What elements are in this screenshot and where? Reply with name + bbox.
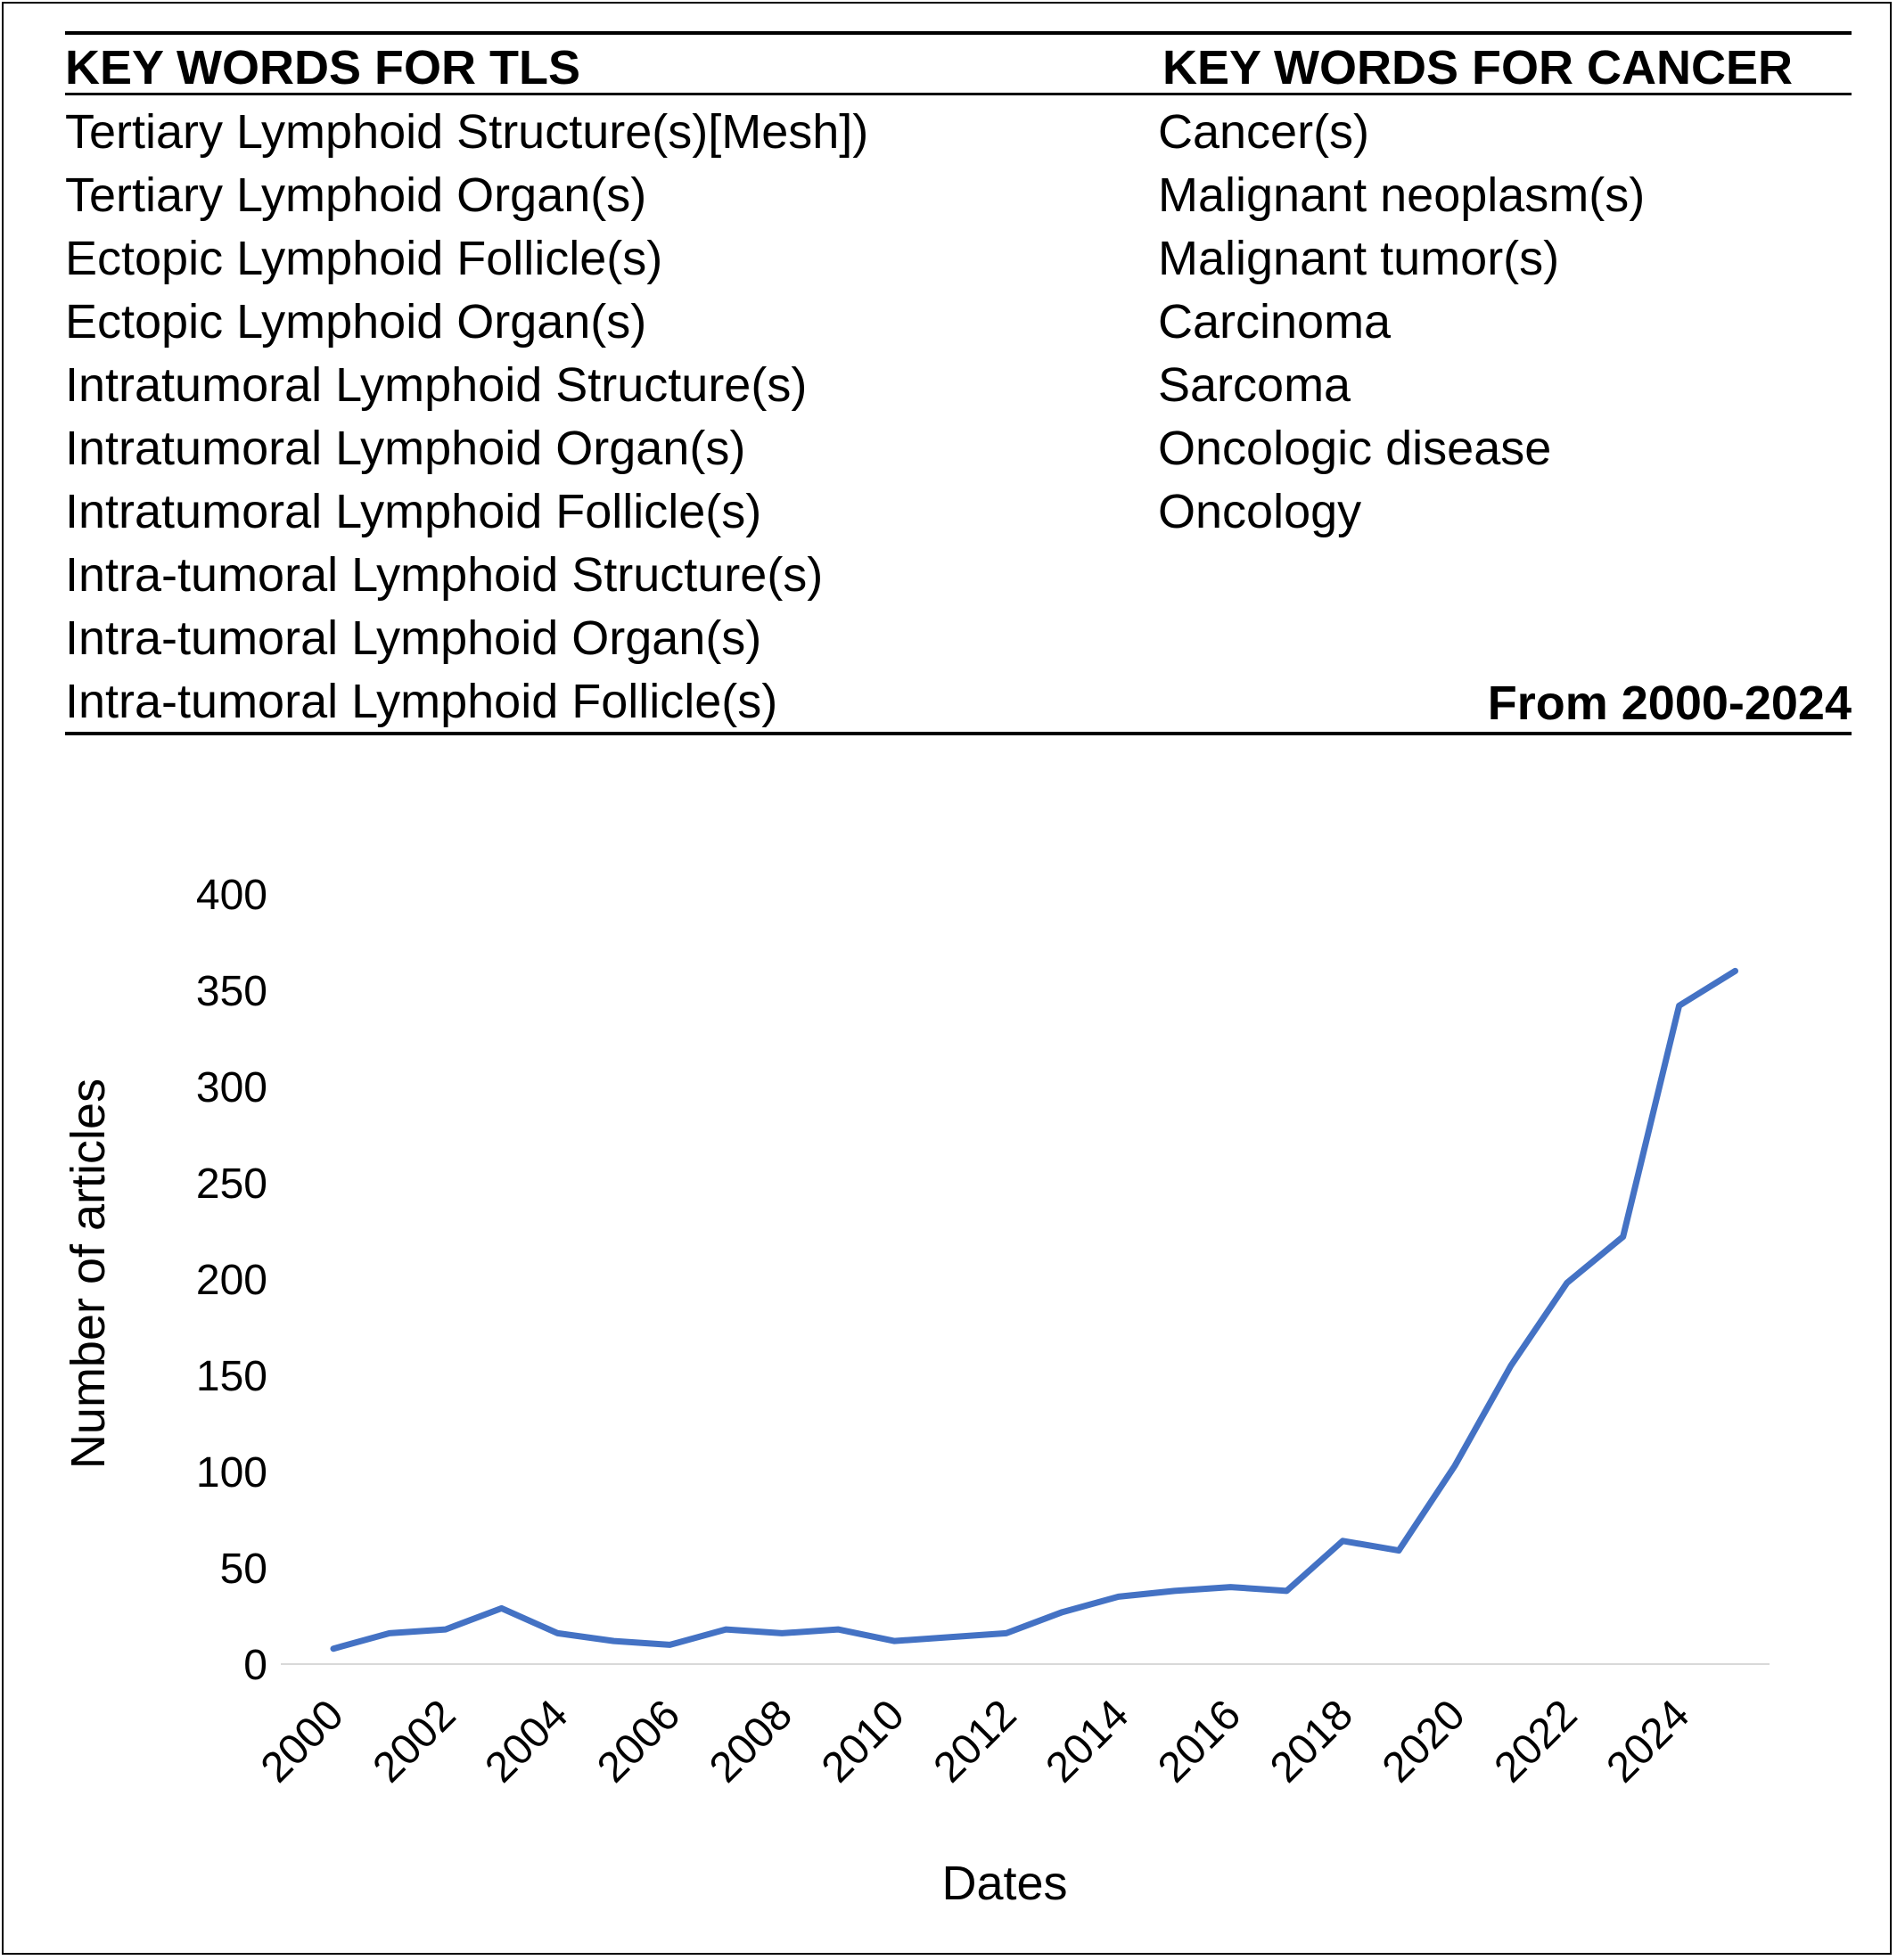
cancer-keyword: Carcinoma [1158, 295, 1392, 349]
x-tick-label: 2016 [1149, 1691, 1250, 1792]
x-axis-ticks: 2000 2002 2004 2006 2008 2010 2012 2014 2016 2018… [252, 1691, 1699, 1792]
tls-keyword: Intratumoral Lymphoid Organ(s) [65, 422, 746, 475]
x-tick-label: 2020 [1374, 1691, 1474, 1792]
table-bottom-rule [65, 732, 1852, 735]
cancer-keyword: Sarcoma [1158, 358, 1351, 412]
y-tick-label: 200 [196, 1257, 267, 1304]
x-tick-label: 2006 [588, 1691, 689, 1792]
tls-keyword: Intra-tumoral Lymphoid Structure(s) [65, 548, 824, 602]
y-axis-title: Number of articles [62, 1078, 115, 1469]
tls-keyword: Tertiary Lymphoid Structure(s)[Mesh]) [65, 105, 869, 159]
tls-keyword: Intra-tumoral Lymphoid Follicle(s) [65, 675, 778, 728]
table-header-rule [65, 93, 1852, 95]
cancer-keyword-list: Cancer(s) Malignant neoplasm(s) Malignan… [1158, 103, 1645, 546]
x-tick-label: 2018 [1261, 1691, 1362, 1792]
x-tick-label: 2022 [1486, 1691, 1587, 1792]
x-axis-title: Dates [941, 1857, 1067, 1910]
cancer-keyword: Cancer(s) [1158, 105, 1370, 159]
cancer-keyword: Malignant neoplasm(s) [1158, 168, 1646, 222]
tls-keyword: Ectopic Lymphoid Follicle(s) [65, 232, 663, 285]
tls-keyword: Intratumoral Lymphoid Follicle(s) [65, 485, 762, 538]
series-layer [330, 967, 1738, 1652]
cancer-keyword: Oncology [1158, 485, 1362, 538]
table-top-rule [65, 31, 1852, 35]
cancer-keyword: Oncologic disease [1158, 422, 1552, 475]
tls-keywords-header: KEY WORDS FOR TLS [65, 41, 581, 94]
y-tick-label: 250 [196, 1160, 267, 1208]
tls-keyword: Intratumoral Lymphoid Structure(s) [65, 358, 808, 412]
x-tick-label: 2024 [1597, 1691, 1698, 1792]
x-tick-label: 2014 [1037, 1691, 1137, 1792]
y-tick-label: 150 [196, 1353, 267, 1400]
y-tick-label: 50 [220, 1546, 267, 1593]
tls-keyword: Ectopic Lymphoid Organ(s) [65, 295, 647, 349]
cancer-keywords-header: KEY WORDS FOR CANCER [1162, 41, 1794, 94]
y-tick-label: 100 [196, 1449, 267, 1497]
cancer-keyword: Malignant tumor(s) [1158, 232, 1560, 285]
y-axis-ticks: 0 50 100 150 200 250 300 350 400 [196, 872, 267, 1689]
x-tick-label: 2008 [701, 1691, 801, 1792]
x-tick-label: 2010 [813, 1691, 914, 1792]
tls-keyword: Intra-tumoral Lymphoid Organ(s) [65, 611, 762, 665]
tls-keyword-list: Tertiary Lymphoid Structure(s)[Mesh]) Te… [65, 103, 868, 736]
y-tick-label: 300 [196, 1064, 267, 1111]
date-range-note: From 2000-2024 [1487, 677, 1852, 730]
x-tick-label: 2000 [252, 1691, 353, 1792]
y-tick-label: 350 [196, 968, 267, 1015]
y-tick-label: 0 [243, 1642, 267, 1689]
x-tick-label: 2002 [365, 1691, 465, 1792]
x-tick-label: 2012 [925, 1691, 1026, 1792]
tls-keyword: Tertiary Lymphoid Organ(s) [65, 168, 647, 222]
series-line [330, 967, 1738, 1652]
x-tick-label: 2004 [476, 1691, 577, 1792]
y-tick-label: 400 [196, 872, 267, 919]
